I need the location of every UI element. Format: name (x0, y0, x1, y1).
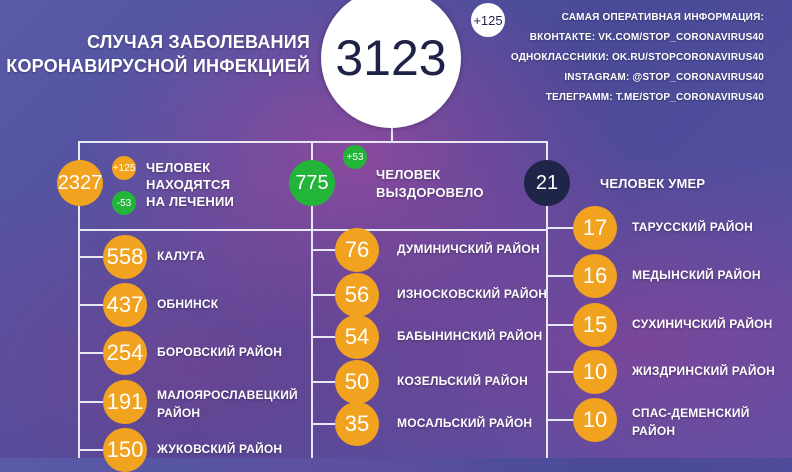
district-count: 54 (335, 315, 379, 359)
connector (547, 324, 595, 326)
treatment-plus: +125 (112, 156, 136, 180)
district-name: Козельский район (397, 374, 528, 388)
district-name: Обнинск (157, 297, 219, 311)
info-telegram[interactable]: Телеграмм: t.me/stop_coronavirus40 (545, 92, 764, 103)
connector (312, 381, 357, 383)
total-delta: +125 (471, 3, 505, 37)
treatment-label: на лечении (146, 194, 235, 209)
treatment-minus: -53 (112, 191, 136, 215)
district-count: 76 (335, 228, 379, 272)
connector (79, 256, 125, 258)
district-name: Жуковский район (157, 442, 283, 456)
district-name: Думиничский район (397, 242, 540, 256)
district-name: Тарусский район (632, 220, 754, 234)
district-name: Медынский район (632, 268, 761, 282)
connector (79, 352, 125, 354)
district-count: 17 (573, 206, 617, 250)
district-count: 15 (573, 303, 617, 347)
district-count: 254 (103, 331, 147, 375)
district-name: Спас-Деменский район (632, 406, 750, 438)
district-name: Сухиничский район (632, 317, 773, 331)
district-name: Жиздринский район (632, 364, 776, 378)
connector (312, 249, 357, 251)
connector (312, 423, 357, 425)
district-name: Боровский район (157, 345, 283, 359)
district-count: 50 (335, 360, 379, 404)
connector (312, 336, 357, 338)
total-cases: 3123 (321, 0, 461, 128)
district-count: 558 (103, 235, 147, 279)
recovered-plus: +53 (343, 145, 367, 169)
connector (546, 141, 548, 458)
district-name: Мосальский район (397, 416, 533, 430)
connector (78, 141, 80, 458)
connector (78, 229, 548, 231)
connector (391, 128, 393, 142)
district-count: 16 (573, 254, 617, 298)
connector (547, 227, 595, 229)
connector (547, 419, 595, 421)
district-name: Бабынинский район (397, 329, 543, 343)
info-heading: Самая оперативная информация: (561, 12, 764, 23)
district-name: Калуга (157, 249, 205, 263)
district-name: Износковский район (397, 287, 548, 301)
district-count: 10 (573, 398, 617, 442)
connector (79, 304, 125, 306)
district-count: 10 (573, 350, 617, 394)
title-line-1: Случая заболевания (87, 32, 310, 52)
connector (79, 401, 125, 403)
treatment-label: находятся (146, 177, 231, 192)
connector (311, 141, 313, 458)
connector (312, 294, 357, 296)
district-count: 437 (103, 283, 147, 327)
died-label: человек умер (600, 176, 706, 191)
district-count: 56 (335, 273, 379, 317)
died-count: 21 (524, 160, 570, 206)
info-vk[interactable]: ВКонтакте: vk.com/stop_coronavirus40 (529, 32, 764, 43)
district-count: 150 (103, 428, 147, 472)
connector (79, 449, 125, 451)
recovered-label: выздоровело (376, 185, 484, 200)
info-instagram[interactable]: Instagram: @stop_coronavirus40 (564, 72, 764, 83)
treatment-label: человек (146, 160, 211, 175)
recovered-count: 775 (289, 160, 335, 206)
connector (78, 141, 548, 143)
connector (547, 371, 595, 373)
connector (547, 275, 595, 277)
info-ok[interactable]: Одноклассники: ok.ru/stopcoronavirus40 (510, 52, 764, 63)
recovered-label: человек (376, 167, 441, 182)
district-name: Малоярославецкий район (157, 388, 298, 420)
title-line-2: коронавирусной инфекцией (6, 56, 310, 76)
district-count: 191 (103, 380, 147, 424)
treatment-count: 2327 (57, 160, 103, 206)
district-count: 35 (335, 402, 379, 446)
